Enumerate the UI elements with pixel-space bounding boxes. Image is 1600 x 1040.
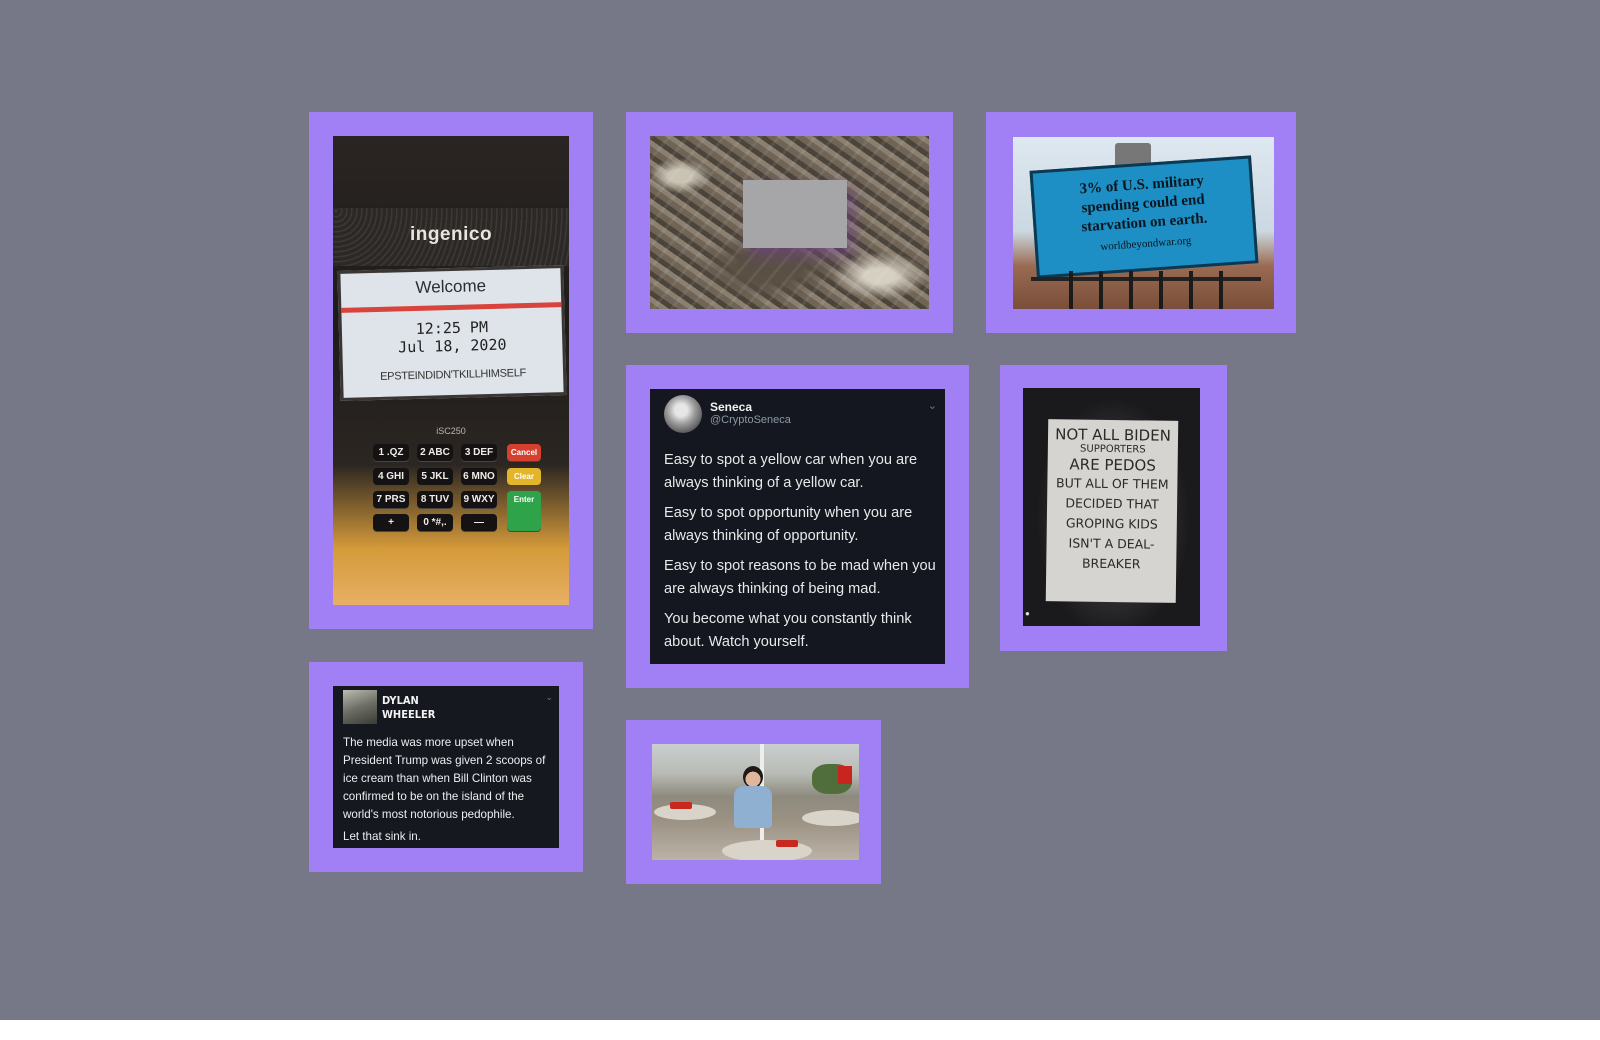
tweet-author-name: Seneca (710, 400, 753, 414)
tweet-author-name: DYLAN WHEELER (382, 694, 482, 722)
key-enter: Enter (507, 491, 541, 531)
tweet: Seneca @CryptoSeneca ⌄ Easy to spot a ye… (650, 389, 945, 664)
key: 0 *#,. (417, 514, 453, 531)
author-name-line: DYLAN (382, 694, 419, 707)
key: 8 TUV (417, 491, 453, 508)
key-cancel: Cancel (507, 444, 541, 461)
protest-sign: NOT ALL BIDEN SUPPORTERS ARE PEDOS BUT A… (1045, 419, 1179, 603)
terminal-message: EPSTEINDIDN'TKILLHIMSELF (380, 367, 527, 383)
tweet-body: Easy to spot a yellow car when you are a… (664, 449, 936, 661)
terminal-photo-card[interactable]: ingenico Welcome 12:25 PM Jul 18, 2020 E… (309, 112, 593, 629)
key: 6 MNO (461, 468, 497, 485)
sign-line: ARE PEDOS (1069, 455, 1156, 475)
terminal-speaker-grille (333, 208, 569, 266)
tweet-paragraph: Easy to spot reasons to be mad when you … (664, 558, 936, 597)
sign-line: GROPING KIDS (1065, 515, 1158, 532)
author-name-line: WHEELER (382, 708, 436, 721)
person-head (743, 766, 763, 788)
key: 3 DEF (461, 444, 497, 461)
billboard-photo: 3% of U.S. military spending could end s… (1013, 137, 1274, 309)
seated-person (734, 766, 772, 828)
tweet: DYLAN WHEELER ⌄ The media was more upset… (333, 686, 559, 848)
terminal-welcome: Welcome (415, 276, 487, 297)
satellite-photo (650, 136, 929, 309)
billboard-supports (1043, 271, 1243, 309)
tray (776, 840, 798, 847)
terminal-photo: ingenico Welcome 12:25 PM Jul 18, 2020 E… (333, 136, 569, 605)
tweet-paragraph: Let that sink in. (343, 830, 421, 843)
sign-line: BREAKER (1081, 555, 1141, 572)
protest-sign-photo: NOT ALL BIDEN SUPPORTERS ARE PEDOS BUT A… (1023, 388, 1200, 626)
cafe-photo (652, 744, 859, 860)
avatar (664, 395, 702, 433)
cafe-photo-card[interactable] (626, 720, 881, 884)
key: 4 GHI (373, 468, 409, 485)
satellite-photo-card[interactable] (626, 112, 953, 333)
sign-line: ISN'T A DEAL- (1068, 535, 1155, 552)
tweet-body: The media was more upset when President … (343, 734, 555, 848)
terminal-screen: Welcome 12:25 PM Jul 18, 2020 EPSTEINDID… (337, 265, 567, 401)
terminal-brand: ingenico (409, 224, 493, 245)
seneca-tweet-card[interactable]: Seneca @CryptoSeneca ⌄ Easy to spot a ye… (626, 365, 969, 688)
key: 9 WXY (461, 491, 497, 508)
protest-sign-card[interactable]: NOT ALL BIDEN SUPPORTERS ARE PEDOS BUT A… (1000, 365, 1227, 651)
key: 2 ABC (417, 444, 453, 461)
avatar (343, 690, 377, 724)
sign-text: NOT ALL BIDEN SUPPORTERS ARE PEDOS BUT A… (1046, 425, 1178, 575)
chevron-down-icon: ⌄ (545, 692, 553, 702)
key: 7 PRS (373, 491, 409, 508)
table (722, 840, 812, 860)
dylan-tweet-card[interactable]: DYLAN WHEELER ⌄ The media was more upset… (309, 662, 583, 872)
sign-line: BUT ALL OF THEM (1056, 475, 1169, 492)
tweet-author-handle: @CryptoSeneca (710, 414, 791, 426)
table (654, 804, 716, 820)
key: — (461, 514, 497, 531)
billboard-photo-card[interactable]: 3% of U.S. military spending could end s… (986, 112, 1296, 333)
key-clear: Clear (507, 468, 541, 485)
sign-line: DECIDED THAT (1065, 495, 1159, 512)
key: 5 JKL (417, 468, 453, 485)
table (802, 810, 859, 826)
redacted-area (743, 180, 847, 248)
key: + (373, 514, 409, 531)
terminal-divider (341, 302, 562, 313)
billboard-text: 3% of U.S. military spending could end s… (1033, 169, 1252, 241)
tweet-paragraph: The media was more upset when President … (343, 736, 546, 821)
red-sign (838, 766, 852, 784)
tweet-paragraph: Easy to spot opportunity when you are al… (664, 505, 913, 544)
person-icon: ● (1025, 609, 1030, 618)
tray (670, 802, 692, 809)
chevron-down-icon: ⌄ (927, 400, 937, 412)
person-shirt (734, 786, 772, 828)
tweet-paragraph: Easy to spot a yellow car when you are a… (664, 452, 918, 491)
key: 1 .QZ (373, 444, 409, 461)
tweet-paragraph: You become what you constantly think abo… (664, 611, 912, 650)
sign-line: NOT ALL BIDEN (1055, 425, 1172, 445)
terminal-model: iSC250 (436, 426, 466, 436)
billboard-panel: 3% of U.S. military spending could end s… (1029, 155, 1259, 279)
